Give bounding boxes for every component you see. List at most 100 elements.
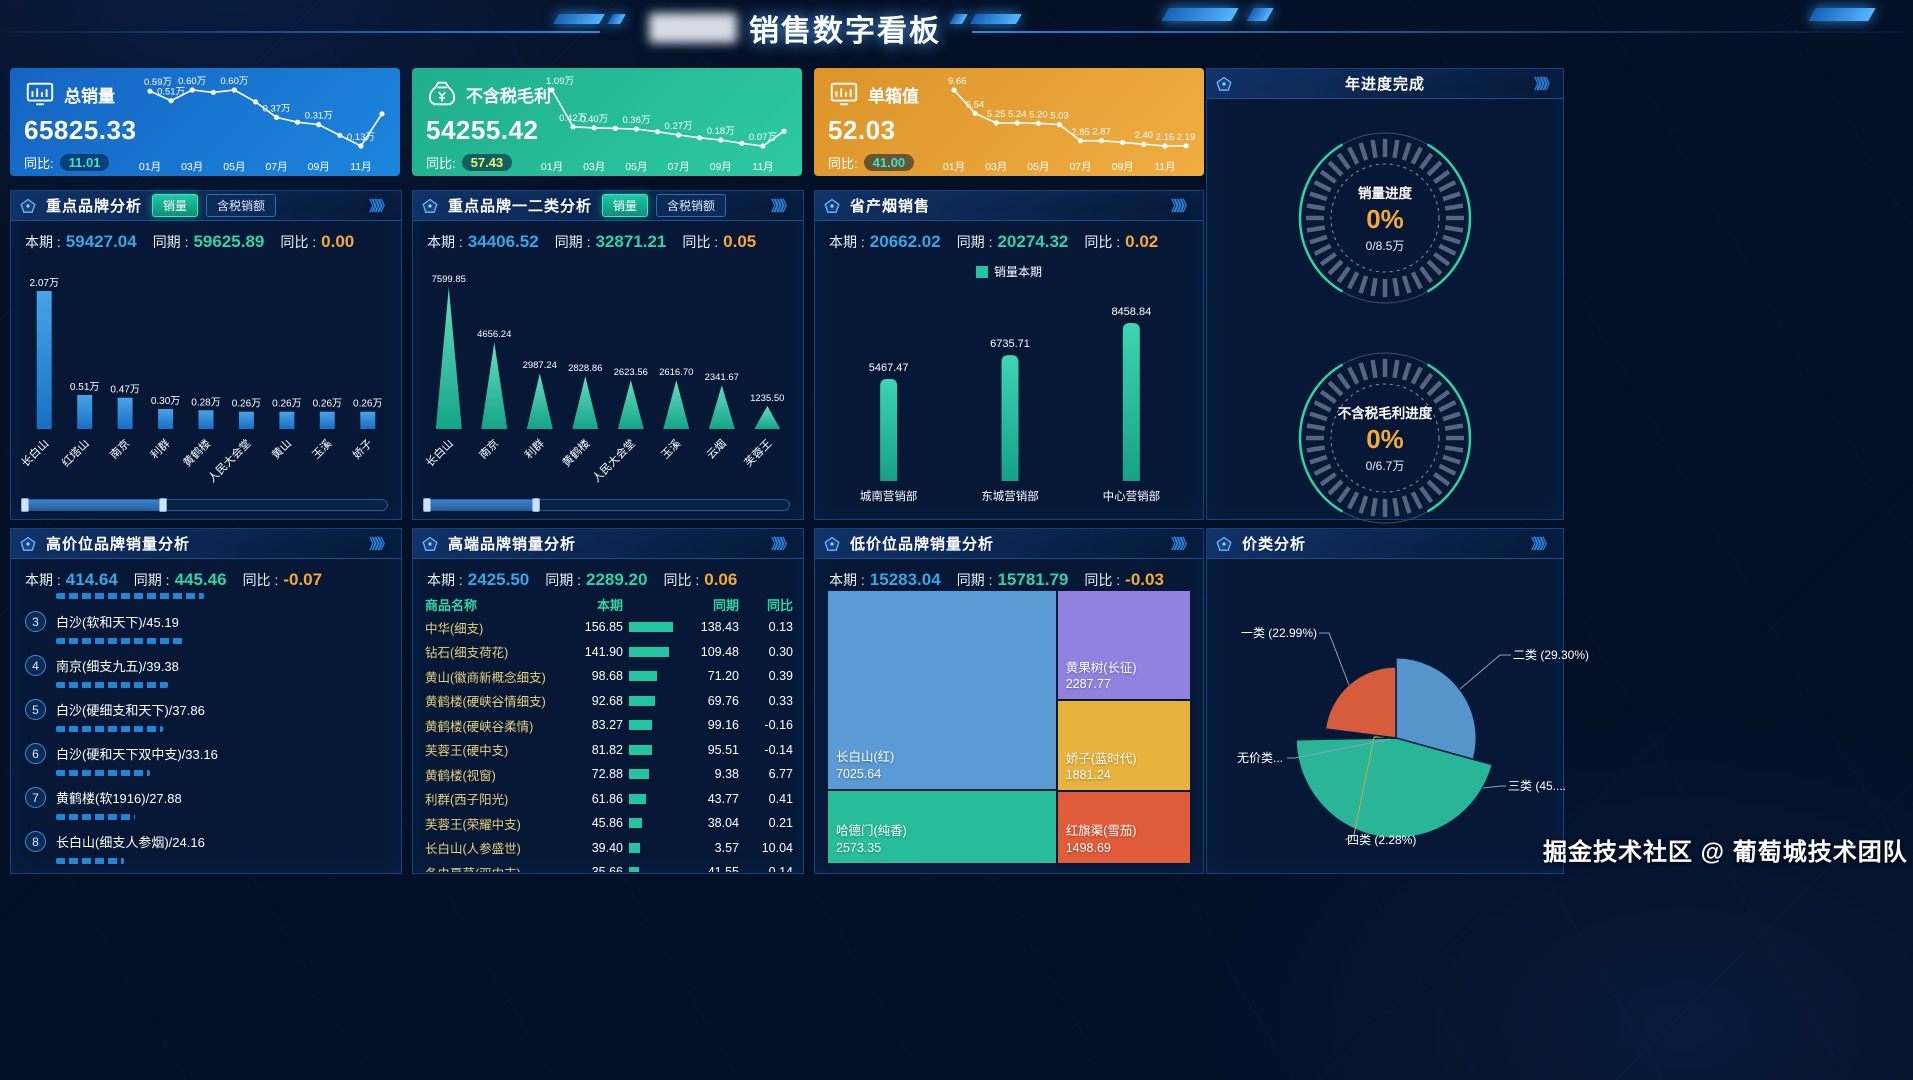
- triangle-bar[interactable]: [663, 380, 690, 429]
- bar[interactable]: [360, 411, 376, 429]
- data-point[interactable]: [570, 124, 576, 130]
- data-point[interactable]: [1014, 120, 1020, 126]
- data-point[interactable]: [337, 132, 343, 138]
- bar[interactable]: [36, 291, 52, 429]
- data-point[interactable]: [781, 128, 787, 134]
- data-point[interactable]: [591, 125, 597, 131]
- treemap-cell[interactable]: 红旗渠(雪茄) 1498.69: [1057, 792, 1190, 863]
- data-point[interactable]: [972, 110, 978, 116]
- data-point[interactable]: [951, 87, 957, 93]
- bar[interactable]: [279, 411, 295, 429]
- data-point[interactable]: [231, 87, 237, 93]
- scrollbar-handle[interactable]: [423, 498, 431, 512]
- data-point[interactable]: [675, 132, 682, 138]
- pentagon-icon: [824, 198, 840, 214]
- bar[interactable]: [117, 397, 133, 429]
- datazoom-scrollbar[interactable]: [21, 498, 388, 512]
- bar[interactable]: [238, 411, 254, 429]
- chevrons-decoration: 》》》》: [1534, 75, 1557, 92]
- data-point[interactable]: [147, 88, 153, 94]
- rank-bar: [56, 858, 124, 864]
- chevrons-decoration: 》》》》: [369, 535, 392, 552]
- svg-text:05月: 05月: [223, 161, 245, 173]
- bar[interactable]: [158, 409, 174, 429]
- bar[interactable]: [77, 395, 93, 429]
- triangle-bar[interactable]: [572, 376, 599, 429]
- chart-legend[interactable]: 销量本期: [815, 263, 1203, 280]
- data-point[interactable]: [993, 120, 999, 126]
- scrollbar-handle[interactable]: [158, 498, 167, 512]
- rank-bar: [56, 682, 168, 688]
- data-point[interactable]: [760, 143, 766, 149]
- data-point[interactable]: [210, 89, 216, 95]
- data-point[interactable]: [718, 137, 724, 143]
- data-point[interactable]: [654, 129, 661, 135]
- treemap-cell[interactable]: 哈德门(纯香) 2573.35: [828, 790, 1056, 863]
- current-period-label: 本期 :: [25, 234, 61, 250]
- data-point[interactable]: [549, 87, 555, 93]
- svg-text:南京: 南京: [476, 436, 501, 461]
- data-point[interactable]: [1035, 120, 1041, 126]
- triangle-bar[interactable]: [708, 385, 735, 429]
- treemap-cell[interactable]: 娇子(蓝时代) 1881.24: [1057, 701, 1190, 791]
- watermark: 掘金技术社区 @ 葡萄城技术团队: [1543, 839, 1908, 866]
- bar[interactable]: [1001, 355, 1019, 481]
- tax-included-sales-toggle[interactable]: 含税销额: [656, 194, 727, 217]
- current-period-value: 414.64: [65, 570, 118, 589]
- pie-slice[interactable]: [1295, 737, 1494, 839]
- triangle-bar[interactable]: [526, 373, 553, 429]
- data-point[interactable]: [168, 98, 174, 104]
- bar[interactable]: [880, 378, 898, 481]
- triangle-bar[interactable]: [754, 405, 781, 429]
- pie-label: 四类 (2.28%): [1347, 833, 1416, 847]
- data-point[interactable]: [1162, 143, 1168, 149]
- svg-text:07月: 07月: [667, 161, 689, 173]
- pie-slice[interactable]: [1395, 656, 1478, 761]
- same-period-label: 同期 :: [956, 234, 993, 250]
- data-point[interactable]: [358, 143, 364, 149]
- scrollbar-handle[interactable]: [21, 498, 29, 512]
- bar[interactable]: [198, 410, 214, 429]
- data-point[interactable]: [1099, 138, 1105, 144]
- bar[interactable]: [1122, 323, 1140, 481]
- data-point[interactable]: [189, 87, 195, 93]
- data-point[interactable]: [1183, 143, 1189, 149]
- treemap-cell[interactable]: 长白山(红) 7025.64: [828, 591, 1056, 789]
- yoy-value: 0.06: [704, 570, 738, 589]
- triangle-bar[interactable]: [617, 380, 644, 429]
- gauge-percent: 0%: [1366, 424, 1404, 454]
- rank-number: 5: [25, 699, 46, 720]
- current-period-label: 本期 :: [427, 572, 463, 588]
- data-point[interactable]: [273, 114, 280, 120]
- svg-text:2828.86: 2828.86: [568, 363, 602, 374]
- rank-bar: [56, 726, 163, 732]
- data-point[interactable]: [295, 119, 301, 125]
- tax-included-sales-toggle[interactable]: 含税销额: [206, 194, 277, 217]
- pie-slice[interactable]: [1324, 666, 1397, 739]
- data-point[interactable]: [633, 126, 639, 132]
- scrollbar-handle[interactable]: [531, 498, 540, 512]
- data-point[interactable]: [1056, 122, 1063, 128]
- data-point[interactable]: [739, 140, 745, 146]
- yoy-label: 同比:: [828, 156, 858, 171]
- triangle-bar[interactable]: [481, 342, 508, 429]
- data-point[interactable]: [1141, 141, 1147, 147]
- same-period-value: 32871.21: [595, 232, 667, 251]
- table-row: 钻石(细支荷花) 141.90 109.48 0.30: [425, 644, 793, 661]
- data-point[interactable]: [612, 125, 618, 131]
- svg-text:5.03: 5.03: [1050, 111, 1069, 122]
- data-point[interactable]: [697, 135, 703, 141]
- treemap-cell[interactable]: 黄果树(长征) 2287.77: [1057, 591, 1190, 700]
- data-point[interactable]: [1120, 139, 1126, 145]
- svg-text:0.51万: 0.51万: [157, 87, 185, 98]
- data-point[interactable]: [316, 122, 322, 128]
- bar[interactable]: [319, 411, 335, 429]
- data-point[interactable]: [252, 99, 259, 105]
- sales-volume-toggle[interactable]: 销量: [602, 194, 649, 217]
- datazoom-scrollbar[interactable]: [423, 498, 790, 512]
- svg-text:利群: 利群: [147, 436, 172, 461]
- sales-volume-toggle[interactable]: 销量: [152, 194, 199, 217]
- data-point[interactable]: [379, 111, 385, 117]
- triangle-bar[interactable]: [435, 287, 462, 429]
- data-point[interactable]: [1077, 138, 1084, 144]
